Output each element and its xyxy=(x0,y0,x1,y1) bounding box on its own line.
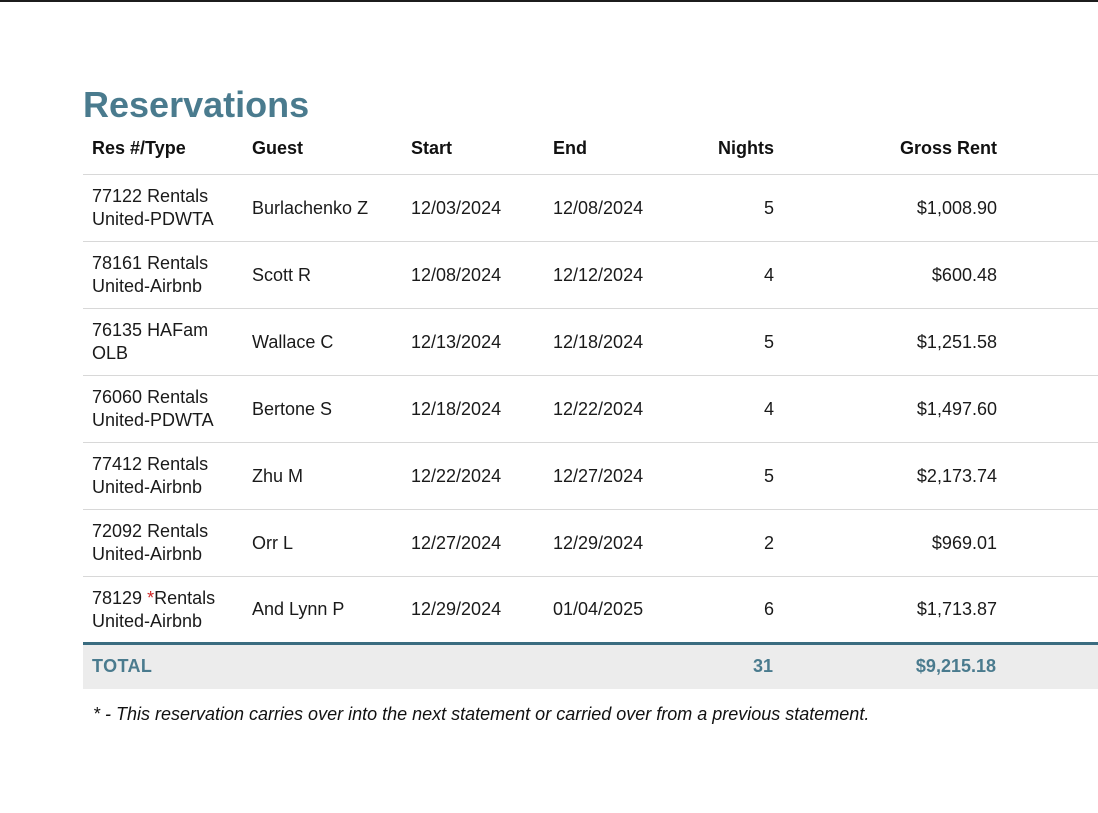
gross-rent-cell: $1,008.90 xyxy=(916,197,997,218)
column-header-spacer xyxy=(997,134,1098,175)
start-date-cell: 12/22/2024 xyxy=(411,465,502,486)
reservation-row: 76060 Rentals United-PDWTA Bertone S 12/18… xyxy=(83,376,1098,443)
nights-cell: 5 xyxy=(763,331,774,352)
nights-cell: 4 xyxy=(763,398,774,419)
total-nights: 31 xyxy=(752,656,773,677)
gross-rent-cell: $1,251.58 xyxy=(916,331,997,352)
total-empty-cell xyxy=(553,644,685,689)
table-footer: TOTAL 31 $9,215.18 xyxy=(83,643,1098,689)
nights-cell: 5 xyxy=(763,197,774,218)
reservation-row: 77122 Rentals United-PDWTA Burlachenko Z 1… xyxy=(83,175,1098,242)
spacer-cell xyxy=(997,443,1098,510)
spacer-cell xyxy=(997,577,1098,644)
spacer-cell xyxy=(997,510,1098,577)
column-header-res-type: Res #/Type xyxy=(92,138,186,158)
nights-cell: 4 xyxy=(763,264,774,285)
carryover-footnote: * - This reservation carries over into t… xyxy=(93,703,870,724)
guest-cell: And Lynn P xyxy=(252,599,345,619)
res-number-type-cell: 72092 Rentals United-Airbnb xyxy=(92,521,209,564)
nights-cell: 5 xyxy=(763,465,774,486)
column-header-end: End xyxy=(553,138,587,158)
start-date-cell: 12/03/2024 xyxy=(411,197,502,218)
guest-cell: Bertone S xyxy=(252,398,333,419)
end-date-cell: 12/18/2024 xyxy=(553,331,644,352)
gross-rent-cell: $969.01 xyxy=(931,532,997,553)
reservation-row: 78161 Rentals United-Airbnb Scott R 12/08/… xyxy=(83,242,1098,309)
table-body: 77122 Rentals United-PDWTA Burlachenko Z 1… xyxy=(83,175,1098,644)
end-date-cell: 12/12/2024 xyxy=(553,264,644,285)
reservation-row: 77412 Rentals United-Airbnb Zhu M 12/22/20… xyxy=(83,443,1098,510)
guest-cell: Zhu M xyxy=(252,465,304,486)
gross-rent-cell: $1,713.87 xyxy=(916,599,997,619)
end-date-cell: 12/22/2024 xyxy=(553,398,644,419)
column-header-gross-rent: Gross Rent xyxy=(899,138,997,158)
carryover-asterisk: * xyxy=(147,587,155,608)
total-row: TOTAL 31 $9,215.18 xyxy=(83,643,1098,689)
total-label: TOTAL xyxy=(92,656,153,677)
gross-rent-cell: $2,173.74 xyxy=(916,465,997,486)
nights-cell: 2 xyxy=(763,532,774,553)
spacer-cell xyxy=(997,242,1098,309)
total-spacer-cell xyxy=(997,644,1098,689)
start-date-cell: 12/27/2024 xyxy=(411,532,502,553)
nights-cell: 6 xyxy=(763,599,774,619)
page-top-border xyxy=(0,0,1098,2)
total-empty-cell xyxy=(252,644,411,689)
end-date-cell: 01/04/2025 xyxy=(553,599,644,619)
gross-rent-cell: $1,497.60 xyxy=(916,398,997,419)
spacer-cell xyxy=(997,376,1098,443)
start-date-cell: 12/18/2024 xyxy=(411,398,502,419)
end-date-cell: 12/29/2024 xyxy=(553,532,644,553)
reservations-table: Res #/Type Guest Start End Nights Gross … xyxy=(83,134,1098,689)
reservation-row: 78129 *Rentals United-Airbnb And Lynn P 12… xyxy=(83,577,1098,644)
res-number-type-cell: 76060 Rentals United-PDWTA xyxy=(92,387,214,430)
statement-page: Reservations Res #/Type Guest Start End … xyxy=(83,84,1098,724)
res-number-type-cell: 76135 HAFam OLB xyxy=(92,320,209,363)
start-date-cell: 12/13/2024 xyxy=(411,331,502,352)
guest-cell: Burlachenko Z xyxy=(252,197,369,218)
start-date-cell: 12/29/2024 xyxy=(411,599,502,619)
gross-rent-cell: $600.48 xyxy=(931,264,997,285)
reservation-row: 72092 Rentals United-Airbnb Orr L 12/27/20… xyxy=(83,510,1098,577)
spacer-cell xyxy=(997,309,1098,376)
column-header-nights: Nights xyxy=(718,138,774,158)
res-number-type-cell: 77412 Rentals United-Airbnb xyxy=(92,454,209,497)
reservation-row: 76135 HAFam OLB Wallace C 12/13/2024 12/18/… xyxy=(83,309,1098,376)
res-number-type-cell: 78161 Rentals United-Airbnb xyxy=(92,253,209,296)
page-title: Reservations xyxy=(83,84,310,125)
column-header-start: Start xyxy=(411,138,453,158)
column-header-guest: Guest xyxy=(252,138,304,158)
res-number-type-cell: 77122 Rentals United-PDWTA xyxy=(92,186,214,229)
guest-cell: Orr L xyxy=(252,532,294,553)
table-header: Res #/Type Guest Start End Nights Gross … xyxy=(83,134,1098,175)
start-date-cell: 12/08/2024 xyxy=(411,264,502,285)
header-row: Res #/Type Guest Start End Nights Gross … xyxy=(83,134,1098,175)
guest-cell: Scott R xyxy=(252,264,312,285)
res-number-type-cell: 78129 *Rentals United-Airbnb xyxy=(92,587,216,631)
total-gross-rent: $9,215.18 xyxy=(915,656,996,677)
guest-cell: Wallace C xyxy=(252,331,334,352)
spacer-cell xyxy=(997,175,1098,242)
end-date-cell: 12/27/2024 xyxy=(553,465,644,486)
end-date-cell: 12/08/2024 xyxy=(553,197,644,218)
total-empty-cell xyxy=(411,644,553,689)
